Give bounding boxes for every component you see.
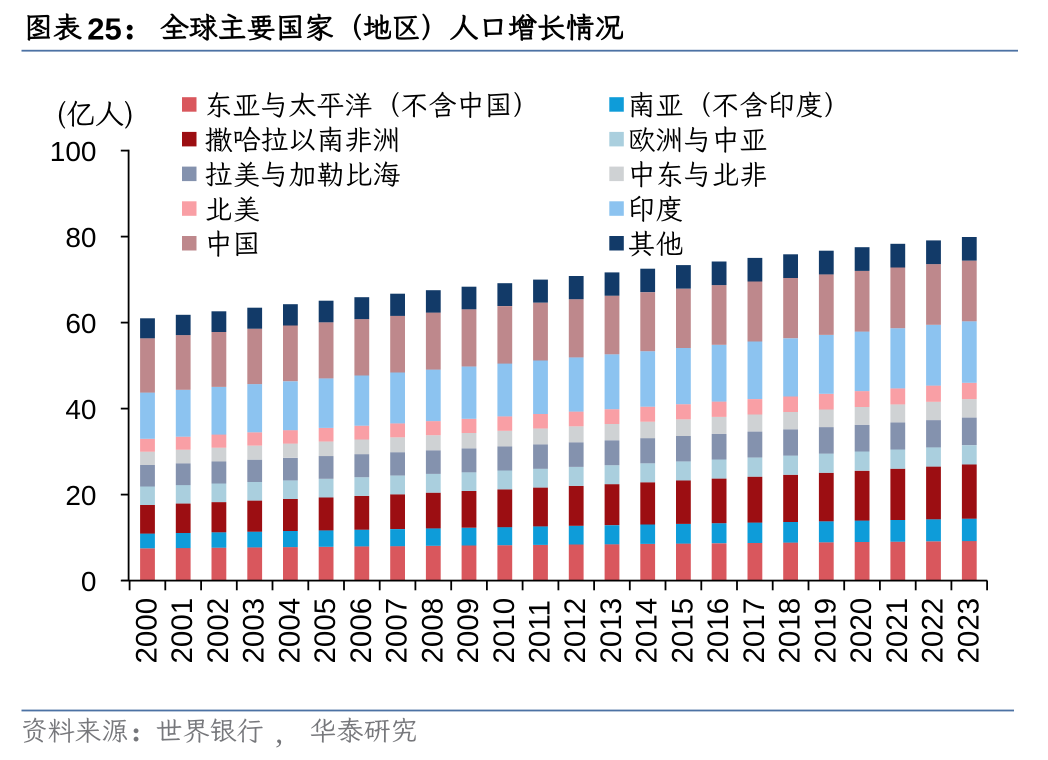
svg-text:2016: 2016 xyxy=(702,598,735,664)
svg-text:60: 60 xyxy=(65,308,96,339)
svg-text:2011: 2011 xyxy=(524,600,557,663)
svg-text:2004: 2004 xyxy=(273,598,306,664)
svg-text:2010: 2010 xyxy=(488,598,521,664)
svg-text:2023: 2023 xyxy=(952,598,985,664)
svg-text:2021: 2021 xyxy=(881,598,914,664)
svg-text:2006: 2006 xyxy=(345,598,378,664)
svg-text:80: 80 xyxy=(65,222,96,253)
svg-text:2018: 2018 xyxy=(774,598,807,664)
svg-text:2008: 2008 xyxy=(416,598,449,664)
svg-text:2014: 2014 xyxy=(631,598,664,664)
svg-text:2019: 2019 xyxy=(809,598,842,664)
svg-text:40: 40 xyxy=(65,394,96,425)
svg-text:20: 20 xyxy=(65,480,96,511)
svg-text:2001: 2001 xyxy=(166,598,199,664)
svg-text:100: 100 xyxy=(50,136,97,167)
svg-text:2020: 2020 xyxy=(845,598,878,664)
svg-text:2015: 2015 xyxy=(666,598,699,664)
svg-text:2000: 2000 xyxy=(131,598,164,664)
svg-text:0: 0 xyxy=(81,566,97,597)
svg-text:2003: 2003 xyxy=(238,598,271,664)
svg-text:2012: 2012 xyxy=(559,598,592,664)
svg-text:2017: 2017 xyxy=(738,598,771,664)
svg-text:2009: 2009 xyxy=(452,598,485,664)
svg-text:2013: 2013 xyxy=(595,598,628,664)
svg-text:2005: 2005 xyxy=(309,598,342,664)
svg-text:2002: 2002 xyxy=(202,598,235,664)
svg-text:25: 25 xyxy=(87,12,121,47)
svg-text:2022: 2022 xyxy=(917,598,950,664)
svg-text:2007: 2007 xyxy=(381,598,414,664)
